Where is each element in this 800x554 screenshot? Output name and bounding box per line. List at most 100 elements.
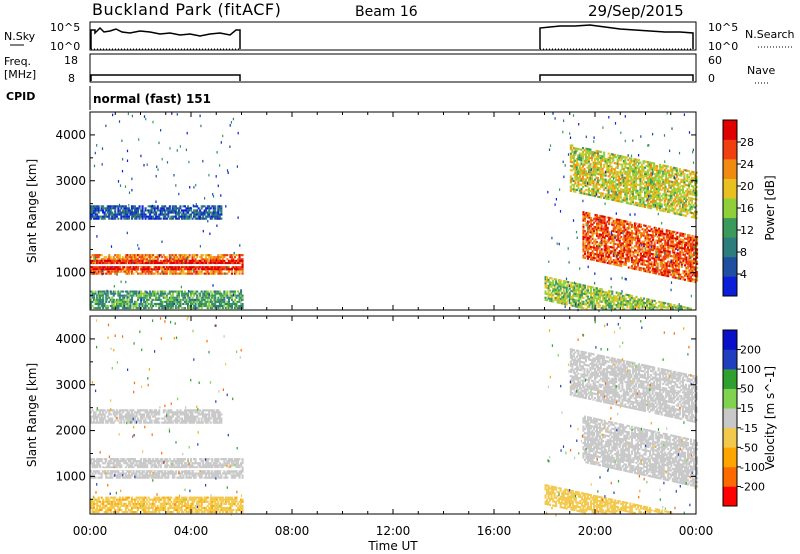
power-echo-cell	[599, 254, 602, 257]
power-echo-cell	[90, 272, 93, 275]
power-echo-cell	[682, 276, 685, 279]
power-echo-cell	[682, 235, 685, 238]
power-echo-cell	[94, 266, 97, 269]
power-echo-cell	[600, 196, 603, 199]
power-echo-cell	[589, 231, 592, 234]
power-echo-cell	[686, 246, 689, 249]
power-echo-cell	[614, 249, 617, 252]
power-echo-cell	[615, 247, 618, 250]
power-echo-cell	[662, 245, 665, 248]
power-echo-cell	[121, 302, 124, 305]
power-echo-cell	[238, 296, 241, 299]
power-echo-cell	[93, 205, 96, 208]
power-echo-cell	[165, 261, 168, 264]
power-echo-cell	[90, 307, 93, 310]
power-echo-cell	[561, 298, 564, 301]
power-echo-cell	[647, 188, 650, 191]
power-echo-cell	[146, 260, 149, 263]
power-echo-cell	[583, 213, 586, 216]
power-echo-cell	[187, 296, 190, 299]
power-echo-cell	[636, 165, 639, 168]
power-echo-cell	[668, 186, 671, 189]
power-echo-cell	[617, 239, 620, 242]
power-echo-cell	[674, 254, 677, 257]
power-echo-cell	[99, 266, 102, 269]
power-echo-cell	[588, 241, 591, 244]
power-echo-cell	[621, 167, 624, 170]
power-echo-cell	[680, 193, 683, 196]
power-echo-cell	[610, 188, 613, 191]
power-echo-cell	[690, 181, 693, 184]
power-echo-cell	[124, 207, 127, 210]
power-echo-cell	[132, 211, 135, 214]
power-echo-cell	[143, 266, 146, 269]
power-echo-cell	[664, 247, 667, 250]
power-echo-cell	[638, 237, 641, 240]
power-echo-cell	[553, 298, 556, 301]
power-echo-cell	[635, 233, 638, 236]
power-echo-cell	[696, 271, 699, 274]
power-echo-cell	[577, 187, 580, 190]
power-echo-cell	[102, 217, 105, 220]
power-echo-cell	[606, 158, 609, 161]
power-echo-cell	[607, 197, 610, 200]
power-echo-cell	[689, 271, 692, 274]
power-echo-cell	[241, 305, 244, 308]
power-echo-cell	[620, 242, 623, 245]
power-echo-cell	[668, 209, 671, 212]
power-echo-cell	[584, 155, 587, 158]
power-echo-cell	[120, 258, 123, 261]
power-echo-cell	[641, 242, 644, 245]
power-echo-cell	[620, 236, 623, 239]
power-echo-cell	[569, 189, 572, 192]
power-echo-cell	[686, 258, 689, 261]
power-echo-cell	[549, 289, 552, 292]
power-echo-cell	[624, 185, 627, 188]
power-echo-cell	[659, 198, 662, 201]
power-echo-cell	[591, 223, 594, 226]
power-echo-cell	[621, 223, 624, 226]
power-echo-cell	[605, 230, 608, 233]
power-echo-cell	[632, 261, 635, 264]
power-echo-cell	[589, 223, 592, 226]
power-echo-cell	[200, 305, 203, 308]
power-echo-cell	[641, 166, 644, 169]
power-echo-cell	[609, 235, 612, 238]
power-echo-cell	[645, 189, 648, 192]
power-echo-cell	[623, 236, 626, 239]
power-echo-cell	[620, 221, 623, 224]
power-echo-cell	[612, 248, 615, 251]
power-echo-cell	[126, 254, 129, 257]
power-echo-cell	[656, 181, 659, 184]
power-echo-cell	[630, 232, 633, 235]
power-echo-cell	[155, 213, 158, 216]
power-echo-cell	[196, 211, 199, 214]
power-echo-cell	[196, 272, 199, 275]
power-echo-cell	[689, 172, 692, 175]
power-echo-cell	[170, 298, 173, 301]
power-echo-cell	[218, 259, 221, 262]
power-echo-cell	[185, 272, 188, 275]
power-echo-cell	[668, 194, 671, 197]
power-echo-cell	[586, 193, 589, 196]
power-echo-cell	[578, 164, 581, 167]
power-echo-cell	[214, 217, 217, 220]
power-echo-cell	[664, 272, 667, 275]
power-echo-cell	[140, 300, 143, 303]
power-echo-cell	[93, 292, 96, 295]
power-echo-cell	[601, 176, 604, 179]
power-echo-cell	[168, 298, 171, 301]
power-echo-cell	[203, 294, 206, 297]
power-echo-cell	[150, 217, 153, 220]
power-echo-cell	[620, 260, 623, 263]
power-echo-cell	[683, 243, 686, 246]
power-echo-cell	[187, 302, 190, 305]
power-echo-cell	[599, 243, 602, 246]
power-echo-cell	[137, 207, 140, 210]
power-echo-cell	[641, 205, 644, 208]
power-echo-cell	[657, 188, 660, 191]
power-echo-cell	[564, 286, 567, 289]
power-echo-cell	[171, 305, 174, 308]
power-echo-cell	[614, 220, 617, 223]
power-echo-cell	[692, 189, 695, 192]
